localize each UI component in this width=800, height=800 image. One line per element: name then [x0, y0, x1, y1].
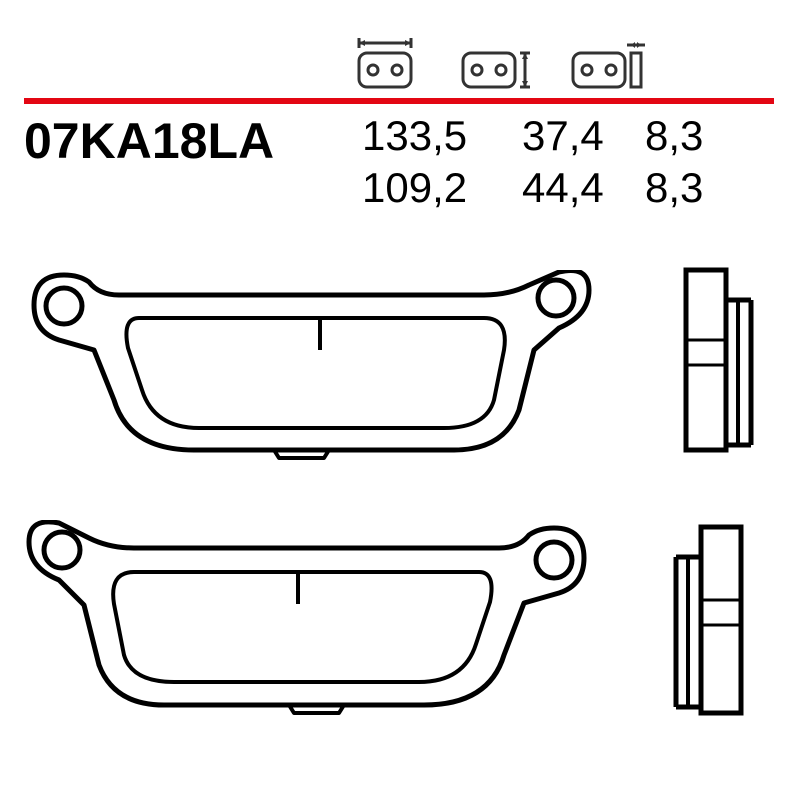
part-code: 07KA18LA — [24, 112, 274, 170]
dim-width-2: 109,2 — [362, 164, 467, 212]
width-dimension-icon — [345, 35, 425, 90]
dim-thickness-1: 8,3 — [645, 112, 703, 160]
accent-divider-line — [24, 98, 774, 104]
dim-height-1: 37,4 — [522, 112, 604, 160]
thickness-dimension-icon — [565, 35, 645, 90]
dim-width-1: 133,5 — [362, 112, 467, 160]
height-dimension-icon — [455, 35, 535, 90]
brake-pad-2-side — [656, 515, 766, 725]
brake-pad-1-front — [24, 270, 594, 460]
dim-height-2: 44,4 — [522, 164, 604, 212]
brake-pad-2-front — [24, 520, 594, 720]
brake-pad-1-side — [656, 260, 766, 460]
header-dimension-icons — [345, 35, 645, 90]
dim-thickness-2: 8,3 — [645, 164, 703, 212]
